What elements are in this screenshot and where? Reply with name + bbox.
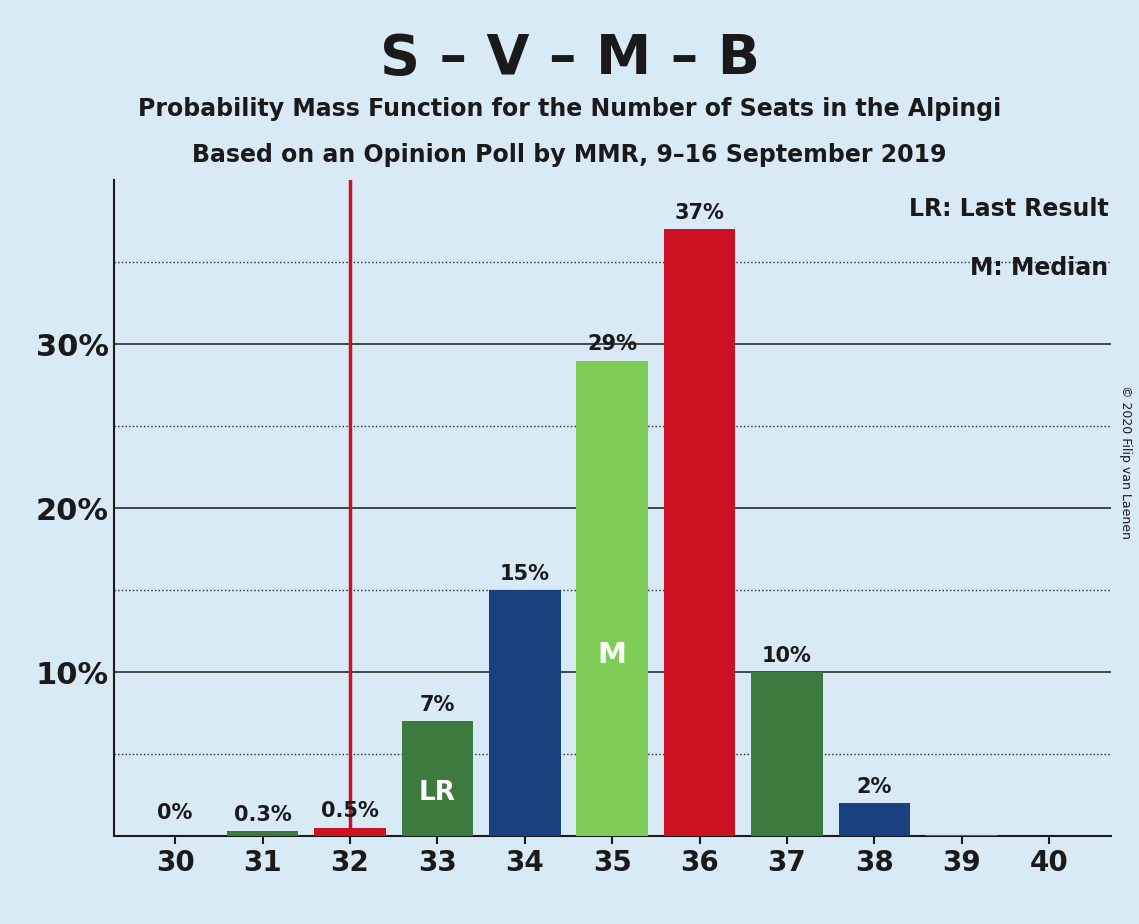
Bar [752,673,822,836]
Text: 0.5%: 0.5% [321,801,379,821]
Text: LR: Last Result: LR: Last Result [909,197,1108,221]
Bar [576,360,648,836]
Text: Based on an Opinion Poll by MMR, 9–16 September 2019: Based on an Opinion Poll by MMR, 9–16 Se… [192,143,947,167]
Bar [402,722,473,836]
Text: S – V – M – B: S – V – M – B [379,32,760,86]
Text: 0.3%: 0.3% [233,805,292,825]
Bar [664,229,736,836]
Text: © 2020 Filip van Laenen: © 2020 Filip van Laenen [1118,385,1132,539]
Bar [227,832,298,836]
Text: 37%: 37% [674,203,724,223]
Bar [926,834,998,836]
Text: 15%: 15% [500,564,550,584]
Text: 29%: 29% [588,334,637,354]
Bar [314,828,386,836]
Text: 10%: 10% [762,646,812,665]
Text: Probability Mass Function for the Number of Seats in the Alpingi: Probability Mass Function for the Number… [138,97,1001,121]
Text: M: Median: M: Median [970,256,1108,280]
Text: LR: LR [419,780,456,806]
Text: 0%: 0% [157,803,192,823]
Bar [489,590,560,836]
Bar [838,804,910,836]
Text: M: M [598,641,626,670]
Text: 7%: 7% [419,695,456,715]
Text: 2%: 2% [857,777,892,796]
